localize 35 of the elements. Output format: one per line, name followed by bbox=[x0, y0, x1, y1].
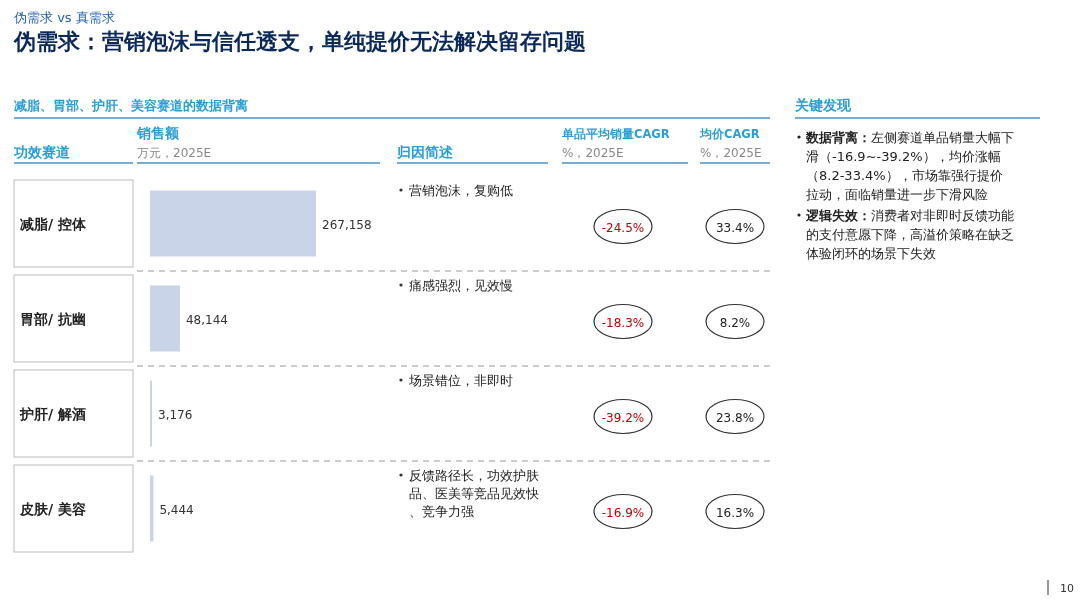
data-label: 48,144 bbox=[185, 312, 228, 327]
y-tick-label: 胃部/ 抗幽 bbox=[20, 310, 86, 327]
x-axis-title: 销售额 bbox=[136, 125, 180, 141]
chart-subtitle: 伪需求 vs 真需求 bbox=[14, 10, 115, 25]
data-label: 5,444 bbox=[159, 502, 194, 517]
text: 反馈路径长，功效护肤品、医美等竞品见效快、竞争力强 bbox=[409, 468, 539, 519]
y-tick-label: 皮肤/ 美容 bbox=[19, 500, 86, 517]
text: %，2025E bbox=[562, 146, 624, 160]
text: 归因简述 bbox=[396, 144, 454, 160]
text: 逻辑失效：消费者对非即时反馈功能的支付意愿下降，高溢价策略在缺乏体验闭环的场景下失效 bbox=[805, 208, 1014, 261]
text: 营销泡沫，复购低 bbox=[409, 183, 513, 198]
data-label: 267,158 bbox=[322, 217, 372, 232]
text: 减脂、胃部、护肝、美容赛道的数据背离 bbox=[14, 98, 248, 113]
data-label: 23.8% bbox=[715, 410, 755, 425]
text: 关键发现 bbox=[794, 97, 852, 113]
data-label: -18.3% bbox=[601, 315, 645, 330]
text: 10 bbox=[1060, 582, 1074, 595]
data-label: 3,176 bbox=[158, 407, 193, 422]
data-label: 33.4% bbox=[715, 220, 755, 235]
data-label: 8.2% bbox=[719, 315, 751, 330]
y-tick-label: 护肝/ 解酒 bbox=[19, 405, 86, 422]
chart-title: 伪需求：营销泡沫与信任透支，单纯提价无法解决留存问题 bbox=[13, 29, 586, 54]
y-axis-title: 功效赛道 bbox=[13, 144, 71, 160]
text: 单品平均销量CAGR bbox=[561, 127, 670, 141]
text: 痛感强烈，见效慢 bbox=[409, 278, 513, 293]
y-tick-label: 减脂/ 控体 bbox=[20, 215, 87, 232]
data-label: -39.2% bbox=[601, 410, 645, 425]
text: 场景错位，非即时 bbox=[408, 373, 513, 388]
text: %，2025E bbox=[700, 146, 762, 160]
text: 万元，2025E bbox=[137, 146, 212, 160]
text: 数据背离：左侧赛道单品销量大幅下滑（-16.9~-39.2%），均价涨幅（8.2-33.4%），市场靠强行提价拉动，面临销量进一步下滑风险 bbox=[805, 130, 1014, 202]
data-label: -24.5% bbox=[601, 220, 645, 235]
data-label: -16.9% bbox=[601, 505, 645, 520]
text: 均价CAGR bbox=[699, 127, 760, 141]
data-label: 16.3% bbox=[715, 505, 755, 520]
